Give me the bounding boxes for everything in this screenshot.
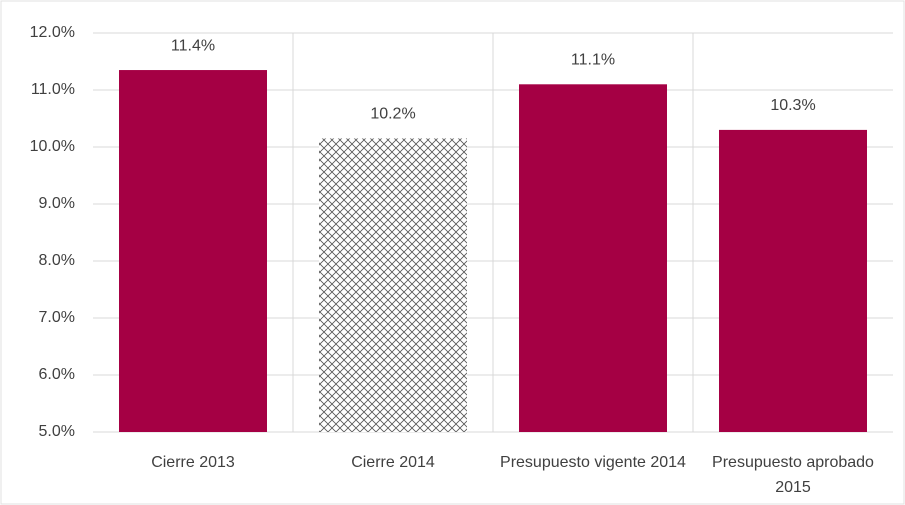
value-label: 10.3%: [770, 97, 815, 114]
x-tick-label: Cierre 2014: [351, 454, 435, 471]
x-tick-label: Cierre 2013: [151, 454, 235, 471]
y-tick-label: 6.0%: [39, 366, 75, 383]
y-tick-label: 8.0%: [39, 252, 75, 269]
bar: [519, 84, 667, 433]
y-tick-label: 11.0%: [31, 81, 75, 98]
bar: [319, 138, 467, 432]
y-tick-label: 10.0%: [30, 138, 75, 155]
bar: [119, 70, 267, 433]
y-tick-label: 7.0%: [39, 309, 75, 326]
x-tick-label: Presupuesto vigente 2014: [500, 454, 686, 471]
value-label: 10.2%: [370, 106, 415, 123]
x-tick-label: Presupuesto aprobado 2015: [712, 454, 874, 496]
value-label: 11.4%: [171, 37, 215, 54]
bar: [719, 129, 867, 432]
y-tick-label: 12.0%: [30, 24, 75, 41]
y-tick-label: 5.0%: [39, 423, 75, 440]
y-tick-label: 9.0%: [39, 195, 75, 212]
value-label: 11.1%: [571, 52, 615, 69]
